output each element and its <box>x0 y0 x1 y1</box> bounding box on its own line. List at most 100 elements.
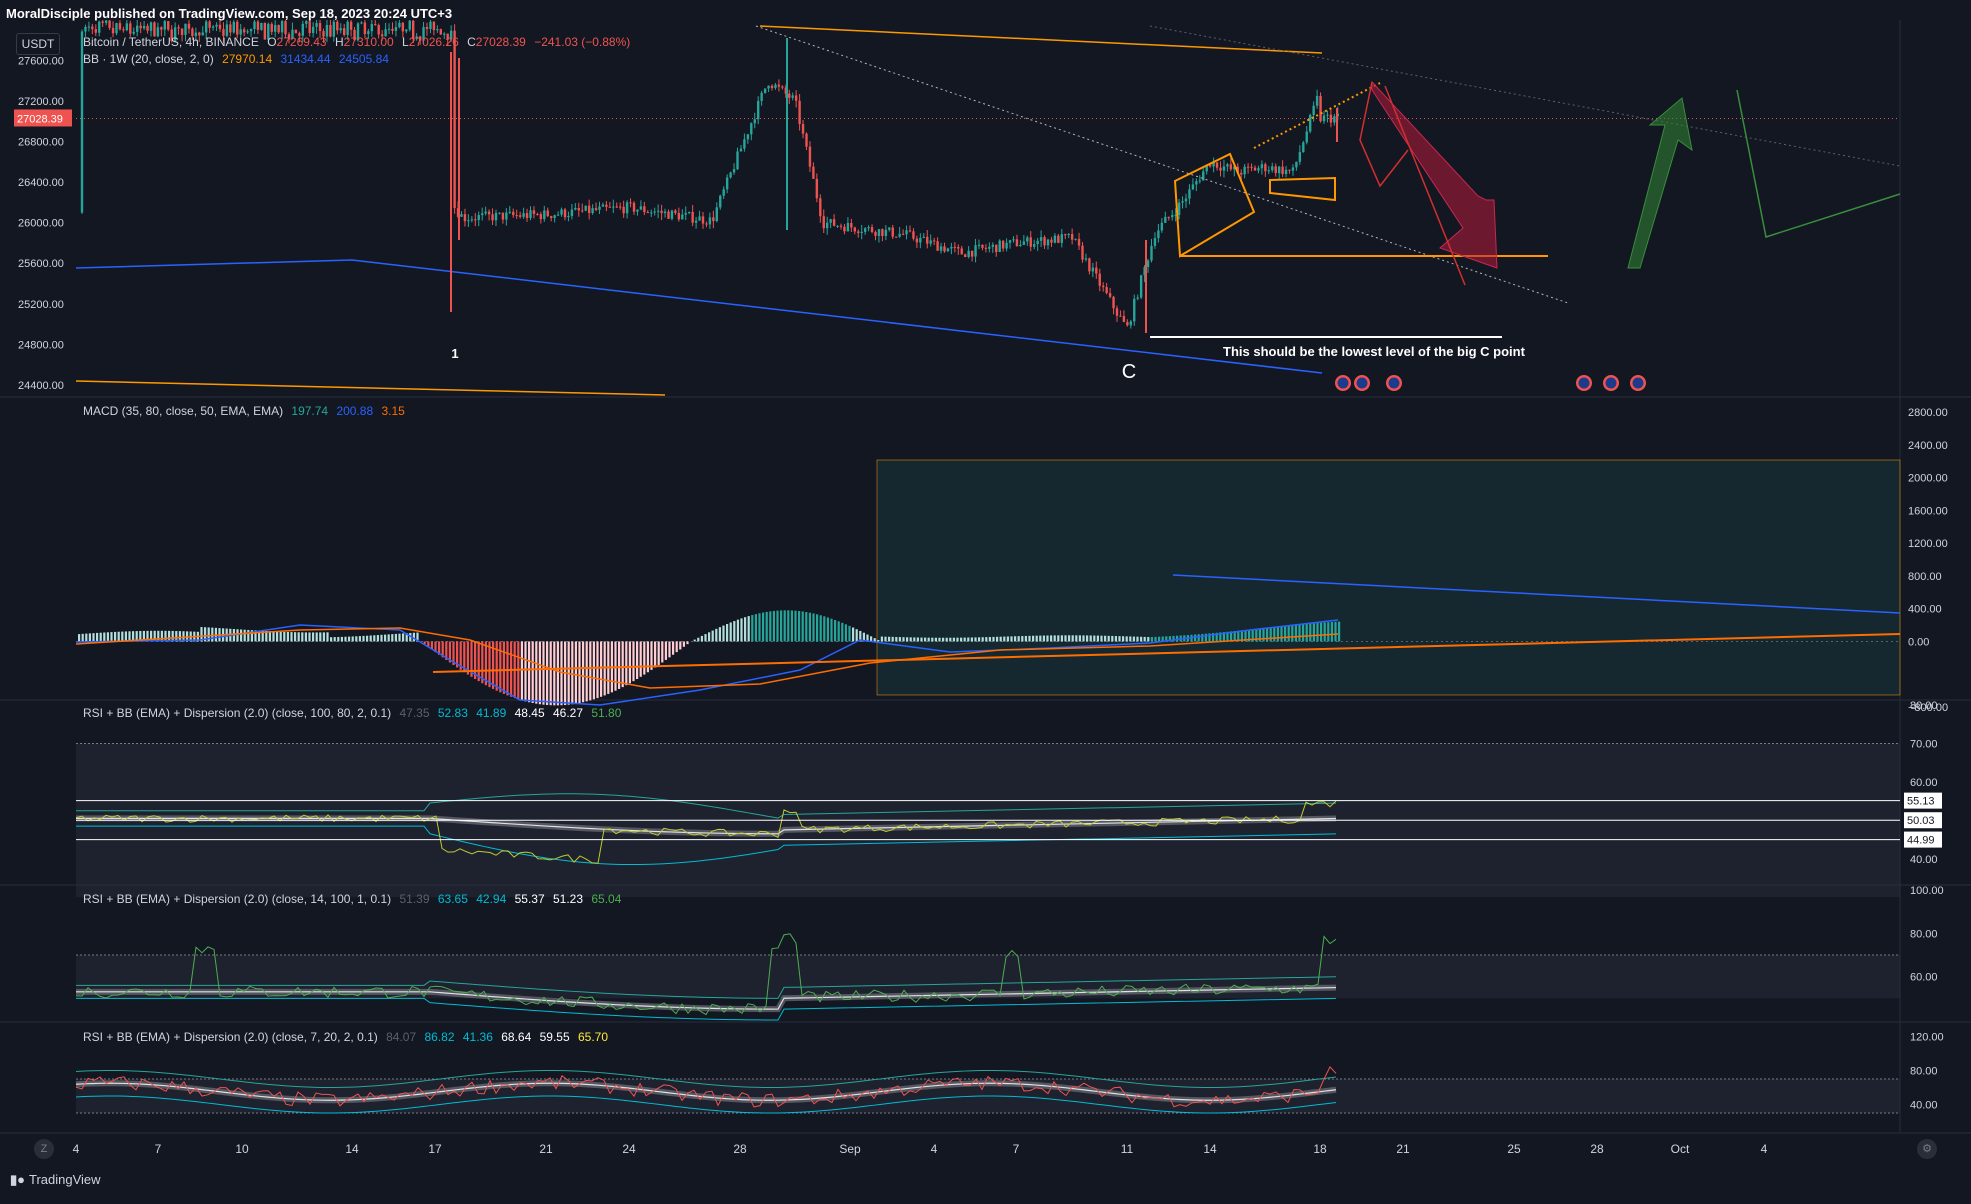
candle <box>701 216 705 224</box>
bearish-line <box>1384 85 1466 286</box>
macd-histogram-bar <box>834 619 837 642</box>
candle <box>774 84 777 89</box>
candle <box>646 212 649 214</box>
rsi3: 120.00 80.00 40.00 <box>75 1032 1944 1114</box>
rsi2-title[interactable]: RSI + BB (EMA) + Dispersion (2.0) (close… <box>83 892 392 906</box>
macd-histogram-bar <box>1096 635 1099 642</box>
candle <box>622 206 625 214</box>
rsi2-bb-lower <box>76 997 1337 1021</box>
rsi1-marker-tag <box>1904 812 1942 829</box>
macd-histogram-bar <box>394 633 397 642</box>
candle <box>581 210 584 212</box>
candle <box>601 204 605 207</box>
macd-histogram-bar <box>430 641 433 650</box>
macd-histogram-bar <box>1316 623 1319 642</box>
candle <box>698 216 701 221</box>
macd-histogram-bar <box>808 612 811 642</box>
candle <box>501 212 505 220</box>
candle <box>1005 242 1008 249</box>
candle <box>470 219 474 221</box>
candle <box>180 28 184 35</box>
macd-histogram-bar <box>780 610 783 642</box>
candle <box>360 22 363 24</box>
event-flag-inner <box>1356 377 1368 389</box>
candle <box>453 30 456 209</box>
macd-histogram-bar <box>553 641 556 706</box>
candle <box>253 21 256 29</box>
candle <box>311 26 315 34</box>
macd-title[interactable]: MACD (35, 80, close, 50, EMA, EMA) <box>83 404 284 418</box>
macd-histogram-bar <box>1046 635 1049 642</box>
candle <box>722 189 725 196</box>
candle <box>819 198 822 217</box>
candle <box>791 95 794 98</box>
candle <box>115 23 118 34</box>
candle <box>367 31 370 34</box>
macd-line <box>75 619 1339 706</box>
candle <box>267 23 270 40</box>
price-tick-label: 26400.00 <box>18 177 64 189</box>
macd-tick-label: 800.00 <box>1908 571 1942 583</box>
macd-histogram-bar <box>1248 629 1251 642</box>
rsi2-ema <box>76 986 1337 1010</box>
macd-histogram-bar <box>841 622 844 642</box>
macd-histogram-bar <box>787 610 790 642</box>
candle <box>1022 241 1026 245</box>
macd-histogram-bar <box>920 637 923 642</box>
symbol-title[interactable]: Bitcoin / TetherUS, 4h, BINANCE <box>83 35 259 49</box>
macd-histogram-bar <box>1060 635 1063 642</box>
macd-histogram-bar <box>790 610 793 642</box>
macd-histogram-bar <box>582 641 585 703</box>
macd-histogram-bar <box>1125 636 1128 642</box>
candle <box>1329 114 1333 123</box>
candle <box>380 34 384 37</box>
macd-histogram-bar <box>978 637 981 642</box>
candle <box>194 32 198 37</box>
candle <box>460 214 463 217</box>
candle <box>463 214 467 222</box>
candle <box>1274 166 1277 174</box>
candle <box>236 21 239 35</box>
macd-histogram-bar <box>1147 637 1150 642</box>
rsi1-title[interactable]: RSI + BB (EMA) + Dispersion (2.0) (close… <box>83 706 392 720</box>
macd-histogram-bar <box>1309 623 1312 642</box>
candle <box>170 29 173 41</box>
candle <box>481 213 484 216</box>
macd-histogram-bar <box>758 613 761 642</box>
macd-histogram-bar <box>247 629 250 642</box>
macd-histogram-bar <box>340 636 343 642</box>
macd-histogram-bar <box>578 641 581 704</box>
zoom-button[interactable]: Z <box>34 1139 54 1159</box>
candle <box>1064 234 1067 236</box>
candle <box>1174 215 1177 217</box>
candle <box>370 24 373 32</box>
candle <box>832 219 836 226</box>
candle <box>691 211 694 223</box>
macd-histogram-bar <box>1129 636 1132 642</box>
macd-histogram-bar <box>913 637 916 642</box>
macd-histogram-bar <box>855 629 858 642</box>
macd-histogram-bar <box>452 641 455 665</box>
rsi1-marker-label: 50.03 <box>1907 815 1935 827</box>
candle <box>932 240 936 242</box>
last-price-label: 27028.39 <box>17 113 63 125</box>
macd-histogram-bar <box>1003 636 1006 642</box>
macd-histogram-bar <box>1172 635 1175 642</box>
candle <box>349 21 353 30</box>
macd-histogram-bar <box>492 641 495 689</box>
candle <box>1153 238 1157 246</box>
macd-histogram-bar <box>1262 628 1265 642</box>
rsi3-title[interactable]: RSI + BB (EMA) + Dispersion (2.0) (close… <box>83 1030 378 1044</box>
rsi3-rsi-line <box>75 1066 1337 1108</box>
rsi2-value-1: 51.39 <box>399 892 430 906</box>
currency-badge[interactable]: USDT <box>16 33 60 55</box>
macd-histogram-bar <box>466 641 469 675</box>
macd-histogram-bar <box>733 621 736 642</box>
rsi2-tick-label: 80.00 <box>1910 928 1938 940</box>
candle <box>415 36 418 40</box>
bb-title[interactable]: BB · 1W (20, close, 2, 0) <box>83 52 214 66</box>
macd-histogram-bar <box>1287 625 1290 642</box>
candle <box>812 166 815 179</box>
settings-gear-icon[interactable]: ⚙ <box>1917 1139 1937 1159</box>
